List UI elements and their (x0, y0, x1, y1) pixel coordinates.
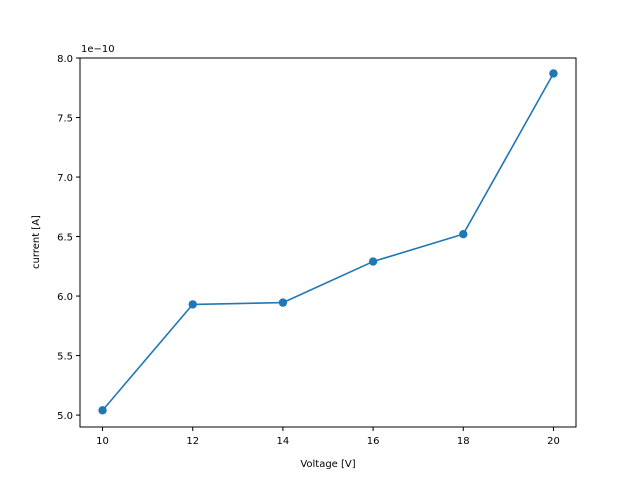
series-layer (98, 69, 558, 415)
plot-frame (79, 57, 577, 428)
x-axis: 10 12 14 16 18 20 (96, 427, 560, 447)
x-axis-label: Voltage [V] (300, 459, 355, 470)
x-tick-label: 14 (277, 436, 290, 447)
data-point (368, 257, 378, 266)
y-tick-label: 5.5 (57, 352, 73, 363)
plot-area (80, 58, 576, 427)
data-point (278, 298, 288, 307)
x-tick-label: 20 (547, 436, 560, 447)
series-line (101, 73, 555, 411)
x-tick-label: 18 (457, 436, 470, 447)
y-tick-label: 7.5 (57, 114, 73, 125)
y-axis-label: current [A] (31, 215, 42, 269)
data-point (188, 300, 197, 309)
y-tick-label: 7.0 (57, 173, 73, 184)
data-point (98, 406, 107, 415)
y-tick-label: 5.0 (57, 411, 73, 422)
data-point (549, 69, 558, 78)
data-point (459, 229, 468, 239)
x-tick-label: 10 (96, 436, 109, 447)
y-tick-label: 8.0 (57, 54, 73, 65)
x-tick-label: 16 (367, 436, 380, 447)
y-tick-label: 6.0 (57, 292, 73, 303)
y-offset-label: 1e−10 (81, 44, 115, 55)
y-axis: 5.0 5.5 6.0 6.5 7.0 7.5 8.0 (57, 54, 80, 422)
y-tick-label: 6.5 (57, 233, 73, 244)
x-tick-label: 12 (186, 436, 199, 447)
